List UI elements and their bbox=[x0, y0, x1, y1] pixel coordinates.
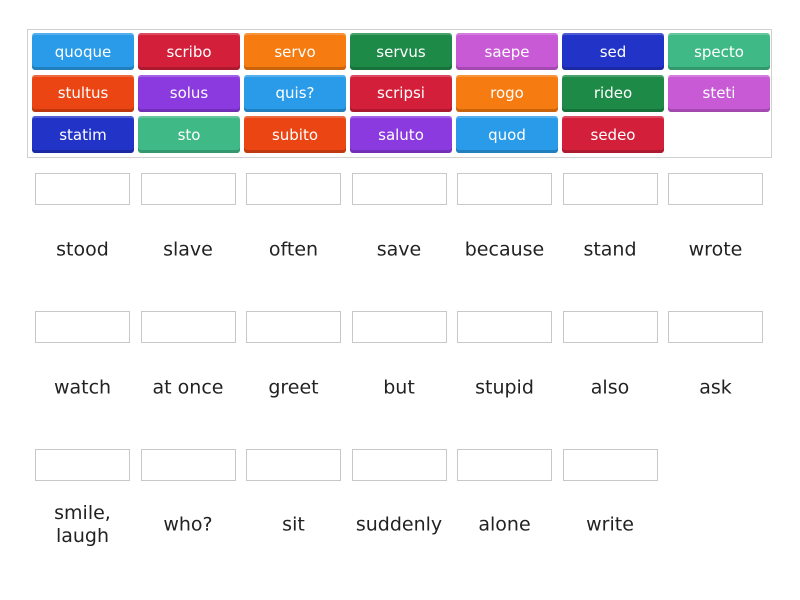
word-tile[interactable]: saluto bbox=[350, 116, 452, 153]
target-label: at once bbox=[152, 376, 224, 399]
target-label: suddenly bbox=[355, 513, 443, 536]
drop-slot[interactable] bbox=[246, 449, 341, 481]
word-tile[interactable]: quoque bbox=[32, 33, 134, 70]
drop-slot[interactable] bbox=[35, 311, 130, 343]
target-label: stood bbox=[56, 238, 109, 261]
drop-slot[interactable] bbox=[562, 311, 658, 343]
target-label: smile, laugh bbox=[54, 502, 111, 547]
drop-slot[interactable] bbox=[457, 311, 552, 343]
word-tile[interactable]: sedeo bbox=[562, 116, 664, 153]
target-label: save bbox=[376, 238, 422, 261]
word-bank: quoque scribo servo servus saepe sed specto stu… bbox=[27, 29, 772, 158]
target-label: who? bbox=[163, 513, 213, 536]
target-label: alone bbox=[478, 513, 531, 536]
target-label: greet bbox=[268, 376, 319, 399]
target-label: wrote bbox=[688, 238, 743, 261]
target-label: stupid bbox=[475, 376, 534, 399]
word-tile[interactable]: solus bbox=[138, 74, 240, 112]
word-tile[interactable]: servo bbox=[244, 33, 346, 70]
word-tile[interactable]: quis? bbox=[244, 74, 346, 112]
drop-slot[interactable] bbox=[246, 173, 341, 205]
word-tile[interactable]: sto bbox=[138, 116, 240, 153]
drop-slot[interactable] bbox=[140, 173, 236, 205]
drop-slot[interactable] bbox=[35, 449, 130, 481]
word-tile[interactable]: scribo bbox=[138, 33, 240, 70]
target-label: ask bbox=[699, 376, 732, 399]
word-tile[interactable]: sed bbox=[562, 33, 664, 70]
word-tile[interactable]: steti bbox=[668, 74, 770, 112]
word-tile[interactable]: quod bbox=[456, 116, 558, 153]
drop-slot[interactable] bbox=[351, 449, 447, 481]
drop-slot[interactable] bbox=[562, 449, 658, 481]
target-label: often bbox=[268, 238, 319, 261]
drop-slot[interactable] bbox=[457, 449, 552, 481]
word-tile[interactable]: specto bbox=[668, 33, 770, 70]
drop-slot[interactable] bbox=[668, 173, 763, 205]
drop-slot[interactable] bbox=[35, 173, 130, 205]
drop-slot[interactable] bbox=[351, 173, 447, 205]
target-label: slave bbox=[163, 238, 213, 261]
word-tile[interactable]: servus bbox=[350, 33, 452, 70]
drop-slot[interactable] bbox=[668, 311, 763, 343]
word-tile[interactable]: statim bbox=[32, 116, 134, 153]
target-label: sit bbox=[282, 513, 305, 536]
word-tile[interactable]: stultus bbox=[32, 74, 134, 112]
word-tile[interactable]: rideo bbox=[562, 74, 664, 112]
target-label: watch bbox=[53, 376, 112, 399]
drop-slot[interactable] bbox=[140, 311, 236, 343]
word-tile[interactable]: subito bbox=[244, 116, 346, 153]
drop-slot[interactable] bbox=[140, 449, 236, 481]
target-label: also bbox=[590, 376, 630, 399]
word-tile[interactable]: saepe bbox=[456, 33, 558, 70]
target-label: stand bbox=[583, 238, 637, 261]
drop-slot[interactable] bbox=[351, 311, 447, 343]
drop-slot[interactable] bbox=[246, 311, 341, 343]
word-tile[interactable]: rogo bbox=[456, 74, 558, 112]
drop-slot[interactable] bbox=[457, 173, 552, 205]
drop-slot[interactable] bbox=[562, 173, 658, 205]
target-label: write bbox=[586, 513, 634, 536]
target-label: but bbox=[383, 376, 415, 399]
target-label: because bbox=[464, 238, 545, 261]
word-tile[interactable]: scripsi bbox=[350, 74, 452, 112]
